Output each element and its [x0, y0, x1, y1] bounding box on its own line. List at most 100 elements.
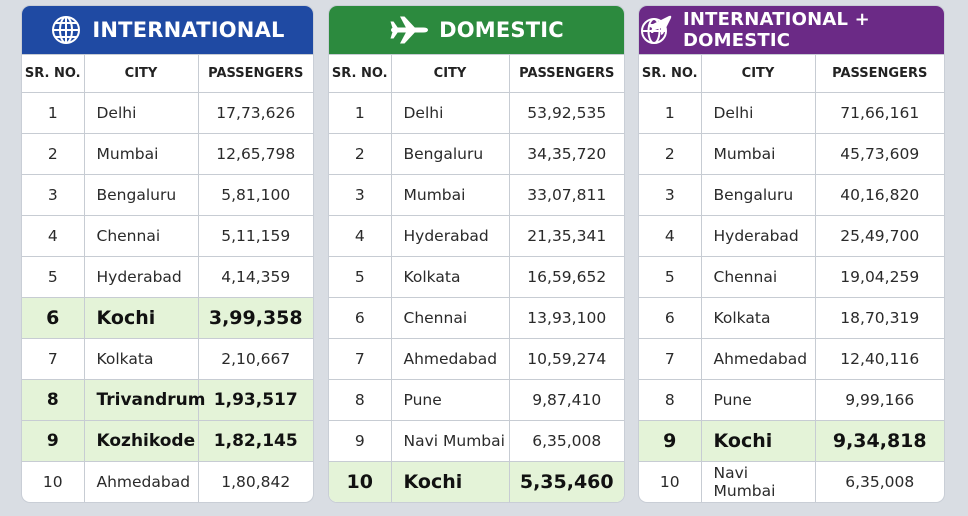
- table-row: 10 Ahmedabad 1,80,842: [22, 461, 313, 502]
- sr-cell: 5: [639, 256, 702, 298]
- city-cell: Pune: [390, 379, 510, 421]
- passengers-cell: 1,80,842: [197, 461, 313, 502]
- city-cell: Ahmedabad: [390, 338, 510, 380]
- passengers-cell: 40,16,820: [814, 174, 944, 216]
- table-row: 1 Delhi 71,66,161: [639, 92, 944, 134]
- city-cell: Delhi: [700, 92, 816, 134]
- domestic-table: SR. NO. CITY PASSENGERS 1 Delhi 53,92,535 …: [329, 54, 624, 502]
- table-row: 10 Kochi 5,35,460: [329, 461, 624, 502]
- sr-cell: 8: [329, 379, 392, 421]
- sr-cell: 2: [639, 133, 702, 175]
- city-cell: Navi Mumbai: [390, 420, 510, 462]
- city-cell: Kolkata: [390, 256, 510, 298]
- table-row: 6 Kochi 3,99,358: [22, 297, 313, 339]
- column-header-city: CITY: [83, 54, 199, 93]
- passengers-cell: 18,70,319: [814, 297, 944, 339]
- international-header: INTERNATIONAL: [22, 6, 313, 54]
- city-cell: Kochi: [700, 420, 816, 462]
- sr-cell: 4: [22, 215, 85, 257]
- city-cell: Bengaluru: [700, 174, 816, 216]
- passengers-cell: 17,73,626: [197, 92, 313, 134]
- passengers-cell: 10,59,274: [508, 338, 624, 380]
- international-title: INTERNATIONAL: [92, 18, 285, 42]
- table-row: 3 Bengaluru 40,16,820: [639, 174, 944, 216]
- passengers-cell: 1,82,145: [197, 420, 313, 462]
- combined-title: INTERNATIONAL + DOMESTIC: [683, 9, 870, 51]
- passengers-cell: 1,93,517: [197, 379, 313, 421]
- sr-cell: 2: [22, 133, 85, 175]
- city-cell: Kochi: [83, 297, 199, 339]
- column-header-sr: SR. NO.: [639, 54, 702, 93]
- city-cell: Chennai: [390, 297, 510, 339]
- passengers-cell: 53,92,535: [508, 92, 624, 134]
- passengers-cell: 16,59,652: [508, 256, 624, 298]
- city-cell: Hyderabad: [83, 256, 199, 298]
- passengers-cell: 34,35,720: [508, 133, 624, 175]
- sr-cell: 6: [329, 297, 392, 339]
- sr-cell: 4: [329, 215, 392, 257]
- sr-cell: 1: [22, 92, 85, 134]
- sr-cell: 2: [329, 133, 392, 175]
- sr-cell: 7: [329, 338, 392, 380]
- passengers-cell: 5,81,100: [197, 174, 313, 216]
- globe-icon: [52, 16, 81, 44]
- table-header-row: SR. NO. CITY PASSENGERS: [22, 54, 313, 93]
- sr-cell: 9: [22, 420, 85, 462]
- domestic-table-body: 1 Delhi 53,92,535 2 Bengaluru 34,35,720 3 Mum…: [329, 92, 624, 502]
- city-cell: Ahmedabad: [83, 461, 199, 502]
- combined-table: SR. NO. CITY PASSENGERS 1 Delhi 71,66,161 …: [639, 54, 944, 502]
- table-row: 8 Pune 9,87,410: [329, 379, 624, 421]
- sr-cell: 8: [22, 379, 85, 421]
- table-row: 5 Chennai 19,04,259: [639, 256, 944, 298]
- table-row: 1 Delhi 17,73,626: [22, 92, 313, 134]
- sr-cell: 10: [22, 461, 85, 502]
- column-header-city: CITY: [700, 54, 816, 93]
- sr-cell: 1: [639, 92, 702, 134]
- column-header-passengers: PASSENGERS: [197, 54, 313, 93]
- table-row: 8 Trivandrum 1,93,517: [22, 379, 313, 421]
- table-row: 7 Ahmedabad 12,40,116: [639, 338, 944, 380]
- city-cell: Mumbai: [390, 174, 510, 216]
- table-row: 8 Pune 9,99,166: [639, 379, 944, 421]
- table-row: 10 Navi Mumbai 6,35,008: [639, 461, 944, 502]
- passengers-cell: 9,87,410: [508, 379, 624, 421]
- table-row: 9 Navi Mumbai 6,35,008: [329, 420, 624, 462]
- city-cell: Kozhikode: [83, 420, 199, 462]
- passengers-cell: 19,04,259: [814, 256, 944, 298]
- sr-cell: 3: [639, 174, 702, 216]
- combined-header: INTERNATIONAL + DOMESTIC: [639, 6, 944, 54]
- table-row: 6 Chennai 13,93,100: [329, 297, 624, 339]
- international-table: SR. NO. CITY PASSENGERS 1 Delhi 17,73,626 …: [22, 54, 313, 502]
- table-row: 1 Delhi 53,92,535: [329, 92, 624, 134]
- domestic-header: DOMESTIC: [329, 6, 624, 54]
- table-row: 3 Bengaluru 5,81,100: [22, 174, 313, 216]
- sr-cell: 4: [639, 215, 702, 257]
- city-cell: Mumbai: [700, 133, 816, 175]
- table-row: 4 Chennai 5,11,159: [22, 215, 313, 257]
- domestic-title: DOMESTIC: [439, 18, 564, 42]
- city-cell: Bengaluru: [83, 174, 199, 216]
- city-cell: Chennai: [83, 215, 199, 257]
- passengers-cell: 5,35,460: [508, 461, 624, 502]
- sr-cell: 9: [639, 420, 702, 462]
- passengers-cell: 45,73,609: [814, 133, 944, 175]
- passengers-cell: 71,66,161: [814, 92, 944, 134]
- passengers-cell: 6,35,008: [814, 461, 944, 502]
- column-header-city: CITY: [390, 54, 510, 93]
- sr-cell: 9: [329, 420, 392, 462]
- sr-cell: 3: [329, 174, 392, 216]
- city-cell: Kolkata: [700, 297, 816, 339]
- passengers-cell: 9,34,818: [814, 420, 944, 462]
- sr-cell: 7: [639, 338, 702, 380]
- table-row: 6 Kolkata 18,70,319: [639, 297, 944, 339]
- city-cell: Delhi: [83, 92, 199, 134]
- table-row: 9 Kochi 9,34,818: [639, 420, 944, 462]
- passengers-cell: 2,10,667: [197, 338, 313, 380]
- passengers-cell: 25,49,700: [814, 215, 944, 257]
- passengers-cell: 12,65,798: [197, 133, 313, 175]
- city-cell: Kolkata: [83, 338, 199, 380]
- table-row: 4 Hyderabad 25,49,700: [639, 215, 944, 257]
- sr-cell: 7: [22, 338, 85, 380]
- table-header-row: SR. NO. CITY PASSENGERS: [639, 54, 944, 93]
